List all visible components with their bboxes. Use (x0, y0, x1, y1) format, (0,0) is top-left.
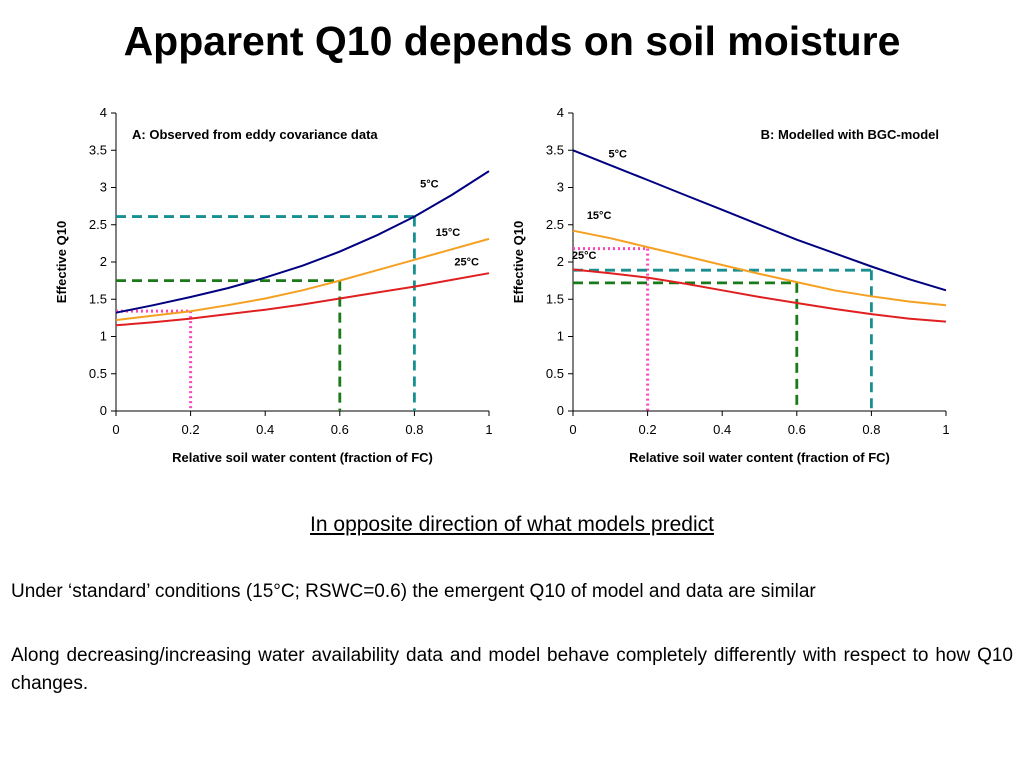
chart-a-observed: 0 0.5 1 1.5 2 2.5 3 3.5 4 0 0.2 0.4 0.6 0.8 1 Relative … (54, 105, 493, 465)
slide-subtitle: In opposite direction of what models pre… (310, 513, 714, 536)
chart-title: B: Modelled with BGC-model (761, 127, 939, 142)
y-tick-label: 2 (100, 254, 107, 269)
y-tick-label: 3.5 (546, 142, 564, 157)
paragraph-standard-conditions: Under ‘standard’ conditions (15°C; RSWC=… (11, 581, 816, 602)
slide-title: Apparent Q10 depends on soil moisture (123, 18, 901, 64)
series-label-5c: 5°C (420, 179, 439, 191)
x-tick-label: 0.6 (331, 422, 349, 437)
series-line-25c (572, 268, 947, 323)
y-axis-label: Effective Q10 (511, 221, 526, 303)
series-label-15c: 15°C (587, 210, 612, 222)
y-tick-label: 0.5 (546, 366, 564, 381)
x-tick-label: 1 (942, 422, 949, 437)
series-label-15c: 15°C (436, 227, 461, 239)
chart-title: A: Observed from eddy covariance data (132, 127, 378, 142)
x-tick-label: 0.2 (639, 422, 657, 437)
y-tick-label: 2 (557, 254, 564, 269)
y-tick-label: 1.5 (89, 291, 107, 306)
y-tick-label: 0 (557, 403, 564, 418)
paragraph-water-availability: Along decreasing/increasing water availa… (11, 645, 1013, 694)
y-tick-label: 3 (557, 180, 564, 195)
y-tick-label: 0.5 (89, 366, 107, 381)
x-tick-label: 0.6 (788, 422, 806, 437)
series-label-5c: 5°C (609, 149, 628, 161)
y-tick-label: 3.5 (89, 142, 107, 157)
y-tick-label: 2.5 (546, 217, 564, 232)
y-tick-label: 1 (557, 329, 564, 344)
y-tick-label: 2.5 (89, 217, 107, 232)
series-line-15c (115, 237, 490, 322)
y-tick-label: 3 (100, 180, 107, 195)
series-line-25c (115, 272, 490, 327)
y-tick-label: 4 (557, 105, 564, 120)
series-line-5c (115, 170, 490, 314)
y-axis-label: Effective Q10 (54, 221, 69, 303)
y-tick-label: 4 (100, 105, 107, 120)
x-tick-label: 1 (485, 422, 492, 437)
x-tick-label: 0.2 (182, 422, 200, 437)
series-label-25c: 25°C (454, 257, 479, 269)
series-line-5c (572, 149, 947, 292)
series-line-15c (572, 229, 947, 307)
x-tick-label: 0 (112, 422, 119, 437)
x-tick-label: 0 (569, 422, 576, 437)
x-tick-label: 0.8 (862, 422, 880, 437)
y-tick-label: 0 (100, 403, 107, 418)
x-tick-label: 0.4 (256, 422, 274, 437)
x-tick-label: 0.4 (713, 422, 731, 437)
series-label-25c: 25°C (572, 250, 597, 262)
x-axis-label: Relative soil water content (fraction of… (172, 450, 433, 465)
y-tick-label: 1 (100, 329, 107, 344)
x-axis-label: Relative soil water content (fraction of… (629, 450, 890, 465)
chart-b-modelled: 0 0.5 1 1.5 2 2.5 3 3.5 4 0 0.2 0.4 0.6 0.8 1 Relative … (511, 105, 950, 465)
x-tick-label: 0.8 (405, 422, 423, 437)
y-tick-label: 1.5 (546, 291, 564, 306)
